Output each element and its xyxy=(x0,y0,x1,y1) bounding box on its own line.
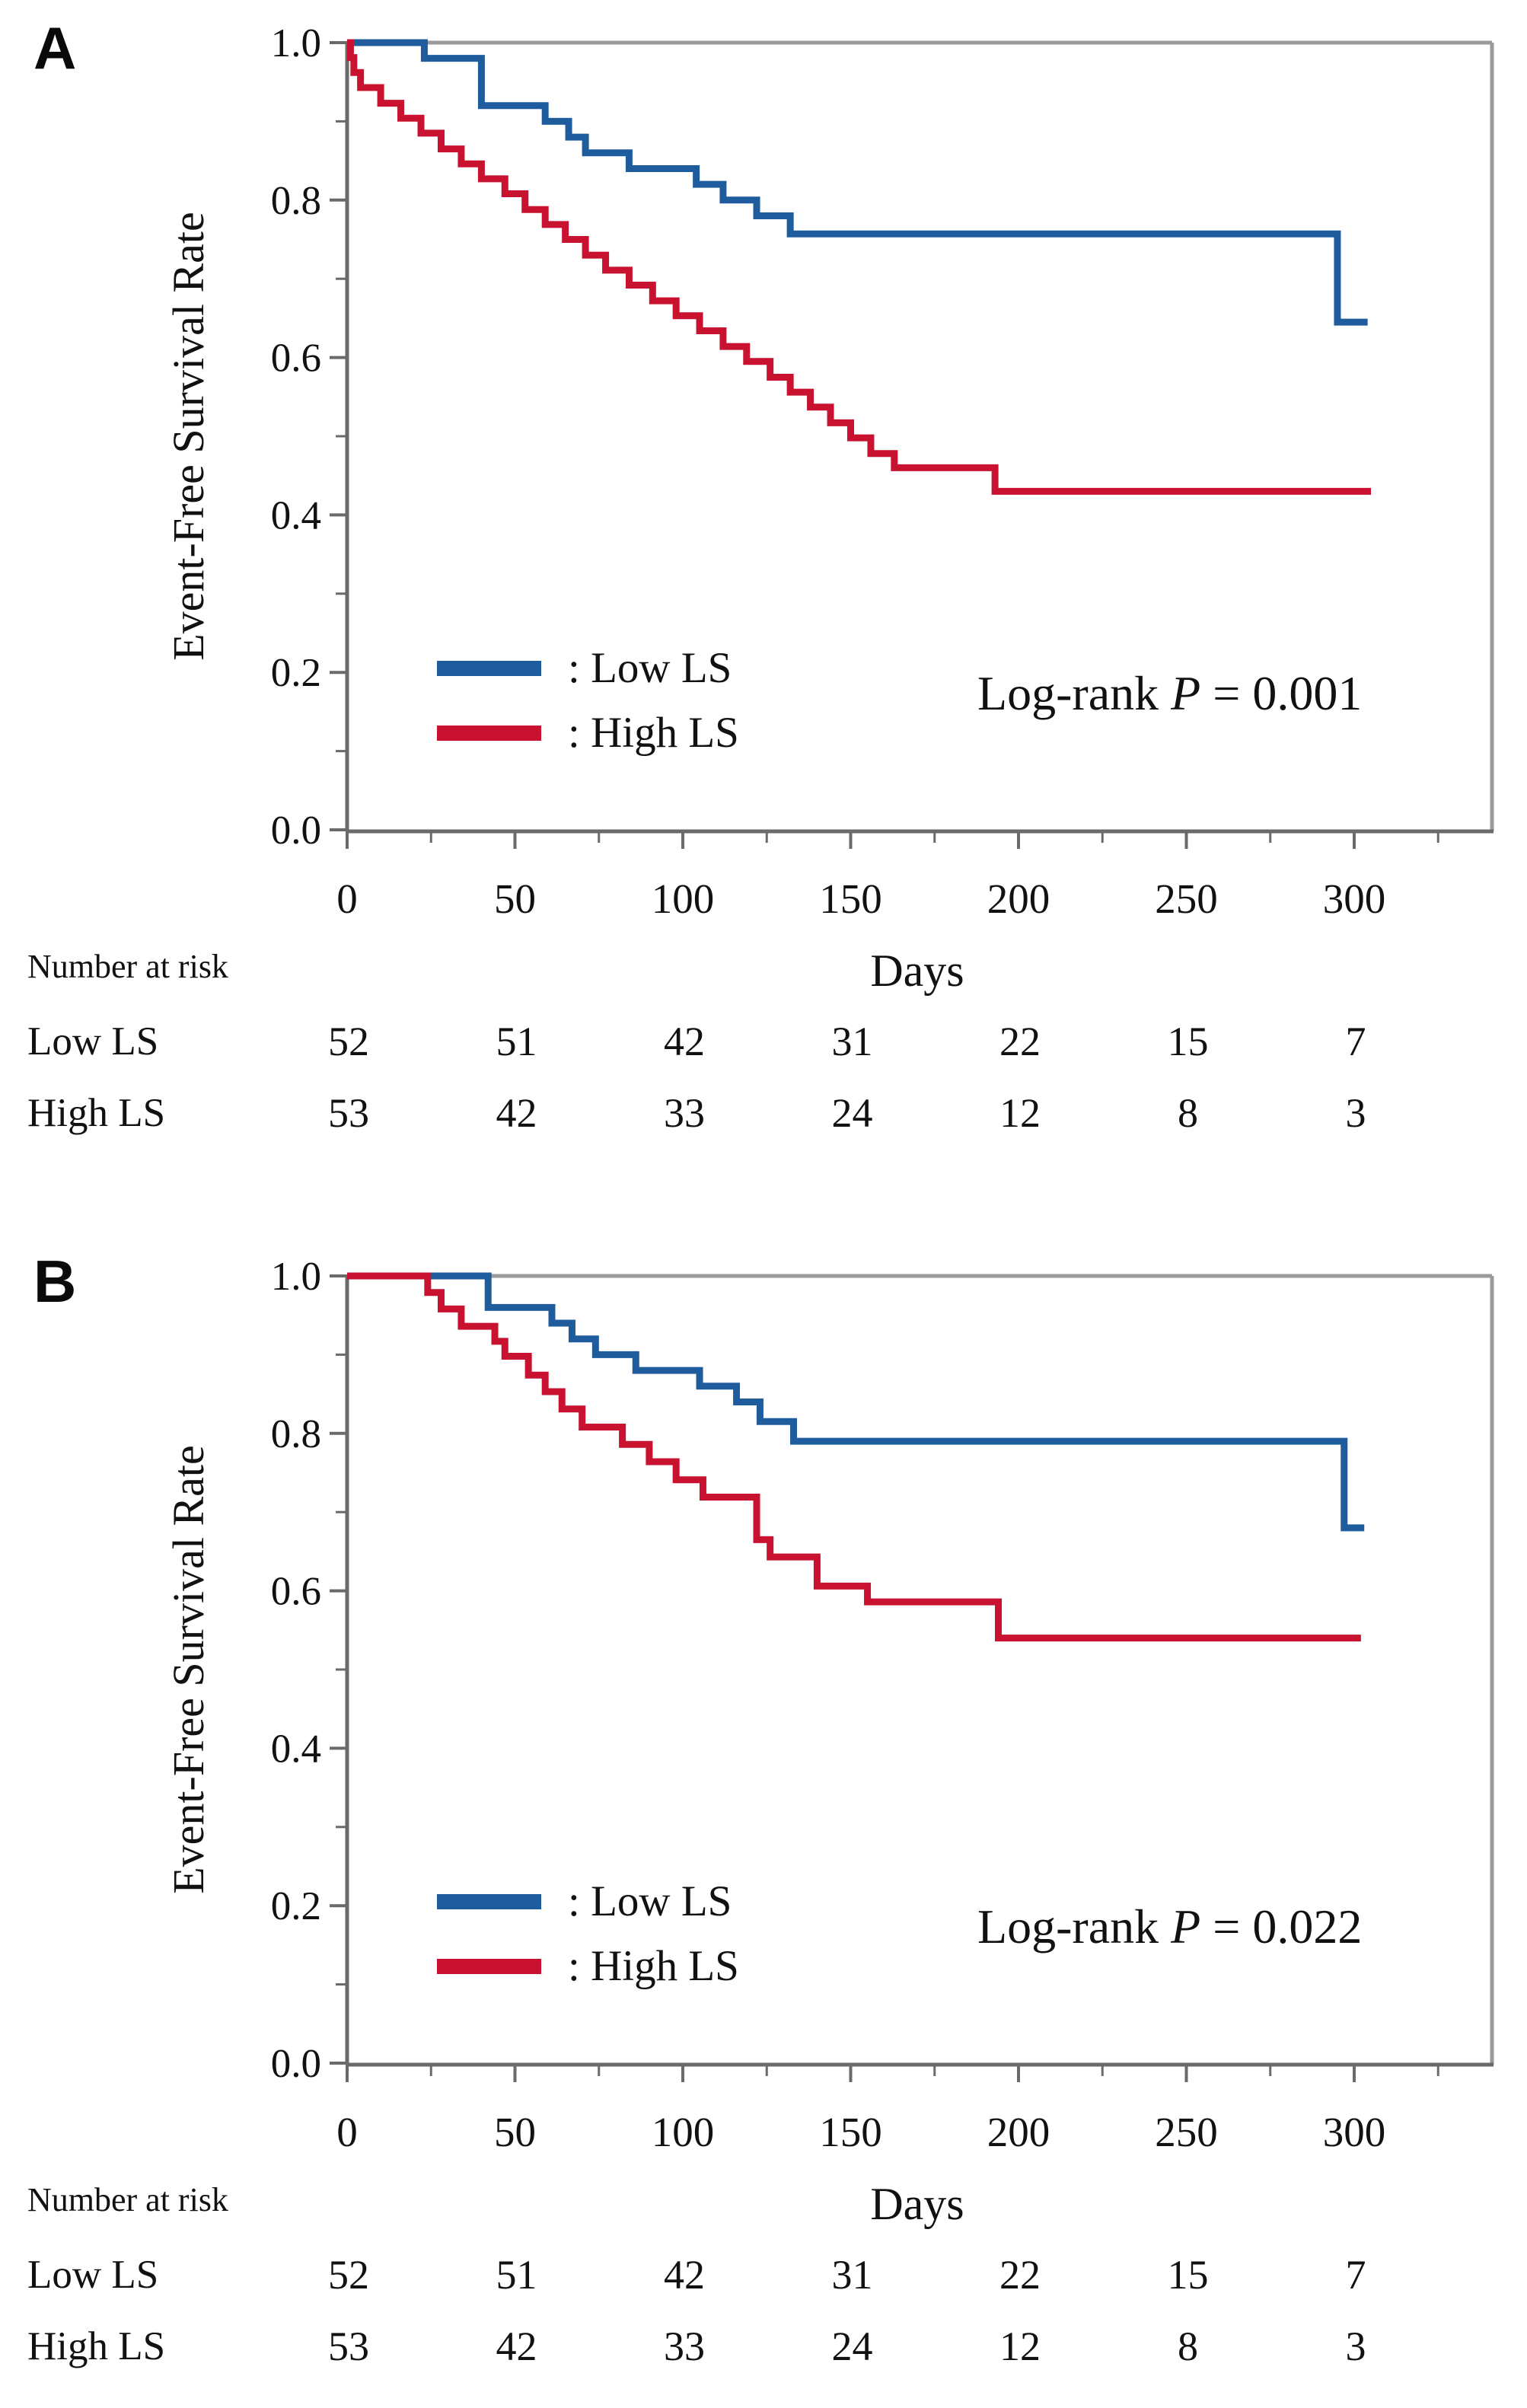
risk-count: 15 xyxy=(1167,1019,1209,1064)
risk-count: 51 xyxy=(496,1019,537,1064)
x-tick-label: 150 xyxy=(819,875,882,922)
survival-plot-a: 0 50 100 150 200 250 300 1.0 0.8 0.6 0.4 0.2 0.0 Days xyxy=(271,21,1494,996)
risk-row-label: Low LS xyxy=(27,1019,159,1064)
panel-b: B Event-Free Survival Rate 0 50 100 150 200 2… xyxy=(0,1233,1527,2408)
legend-swatch-low-ls xyxy=(437,1894,541,1909)
survival-curve-high-ls xyxy=(346,39,1372,495)
x-tick-label: 0 xyxy=(336,875,358,922)
risk-table-heading: Number at risk xyxy=(27,2181,228,2218)
y-tick-label: 1.0 xyxy=(271,21,321,65)
legend-label-low-ls: : Low LS xyxy=(568,1877,732,1925)
risk-count: 53 xyxy=(328,1090,369,1136)
risk-row-label: High LS xyxy=(27,1091,166,1135)
legend-label-high-ls: : High LS xyxy=(568,709,739,757)
risk-row-high-ls: High LS 53 42 33 24 12 8 3 xyxy=(0,2322,1527,2375)
risk-count: 31 xyxy=(831,2252,873,2298)
risk-count: 24 xyxy=(831,1090,873,1136)
survival-curve-high-ls xyxy=(347,1272,1361,1642)
y-tick-label: 0.2 xyxy=(271,1884,321,1928)
survival-curve-low-ls xyxy=(347,1272,1365,1532)
risk-count: 42 xyxy=(664,2252,705,2298)
x-tick-label: 100 xyxy=(652,875,715,922)
y-axis-title: Event-Free Survival Rate xyxy=(164,212,213,661)
x-axis-title: Days xyxy=(870,2179,964,2229)
x-tick-label: 50 xyxy=(494,875,536,922)
risk-count: 12 xyxy=(999,1090,1041,1136)
risk-count: 24 xyxy=(831,2323,873,2369)
panel-a-letter: A xyxy=(33,14,77,81)
risk-table-heading: Number at risk xyxy=(27,948,228,985)
y-tick-label: 0.4 xyxy=(271,493,321,537)
risk-count: 7 xyxy=(1345,2252,1366,2298)
risk-count: 12 xyxy=(999,2323,1041,2369)
risk-count: 22 xyxy=(999,2252,1041,2298)
y-tick-label: 0.2 xyxy=(271,651,321,695)
x-tick-label: 200 xyxy=(987,2109,1050,2155)
x-tick-label: 250 xyxy=(1155,2109,1218,2155)
risk-row-low-ls: Low LS 52 51 42 31 22 15 7 xyxy=(0,2250,1527,2304)
y-tick-label: 0.0 xyxy=(271,2042,321,2086)
x-axis-title: Days xyxy=(870,946,964,996)
risk-count: 8 xyxy=(1178,1090,1198,1136)
risk-count: 53 xyxy=(328,2323,369,2369)
y-tick-label: 0.8 xyxy=(271,179,321,223)
panel-a: A Event-Free Survival Rate 0 50 100 150 200 2… xyxy=(0,0,1527,1203)
risk-count: 3 xyxy=(1345,2323,1366,2369)
x-tick-label: 300 xyxy=(1323,2109,1386,2155)
x-tick-label: 300 xyxy=(1323,875,1386,922)
risk-row-label: Low LS xyxy=(27,2253,159,2297)
x-tick-label: 200 xyxy=(987,875,1050,922)
risk-count: 7 xyxy=(1345,1019,1366,1064)
y-axis-title: Event-Free Survival Rate xyxy=(164,1445,213,1894)
y-tick-label: 0.6 xyxy=(271,336,321,381)
legend-swatch-high-ls xyxy=(437,1959,541,1974)
x-tick-label: 100 xyxy=(652,2109,715,2155)
y-tick-label: 0.8 xyxy=(271,1412,321,1456)
risk-count: 22 xyxy=(999,1019,1041,1064)
y-tick-label: 1.0 xyxy=(271,1255,321,1299)
risk-count: 42 xyxy=(496,2323,537,2369)
y-tick-label: 0.4 xyxy=(271,1727,321,1771)
risk-count: 52 xyxy=(328,1019,369,1064)
risk-row-label: High LS xyxy=(27,2324,166,2368)
x-tick-label: 0 xyxy=(336,2109,358,2155)
legend-label-high-ls: : High LS xyxy=(568,1942,739,1990)
risk-count: 33 xyxy=(664,1090,705,1136)
x-tick-label: 50 xyxy=(494,2109,536,2155)
risk-count: 33 xyxy=(664,2323,705,2369)
log-rank-annotation: Log-rank P = 0.001 xyxy=(977,666,1363,720)
risk-count: 42 xyxy=(496,1090,537,1136)
legend-label-low-ls: : Low LS xyxy=(568,644,732,692)
legend-swatch-low-ls xyxy=(437,661,541,676)
y-tick-label: 0.6 xyxy=(271,1570,321,1614)
survival-curve-low-ls xyxy=(347,39,1368,326)
risk-count: 51 xyxy=(496,2252,537,2298)
risk-count: 8 xyxy=(1178,2323,1198,2369)
risk-count: 52 xyxy=(328,2252,369,2298)
legend-swatch-high-ls xyxy=(437,726,541,741)
risk-count: 3 xyxy=(1345,1090,1366,1136)
risk-row-low-ls: Low LS 52 51 42 31 22 15 7 xyxy=(0,1017,1527,1070)
y-tick-label: 0.0 xyxy=(271,809,321,853)
risk-row-high-ls: High LS 53 42 33 24 12 8 3 xyxy=(0,1089,1527,1142)
x-tick-label: 150 xyxy=(819,2109,882,2155)
x-tick-label: 250 xyxy=(1155,875,1218,922)
panel-b-letter: B xyxy=(33,1248,77,1315)
risk-count: 31 xyxy=(831,1019,873,1064)
risk-count: 42 xyxy=(664,1019,705,1064)
risk-count: 15 xyxy=(1167,2252,1209,2298)
log-rank-annotation: Log-rank P = 0.022 xyxy=(977,1899,1363,1954)
survival-plot-b: 0 50 100 150 200 250 300 1.0 0.8 0.6 0.4 0.2 0.0 Days xyxy=(271,1255,1494,2229)
